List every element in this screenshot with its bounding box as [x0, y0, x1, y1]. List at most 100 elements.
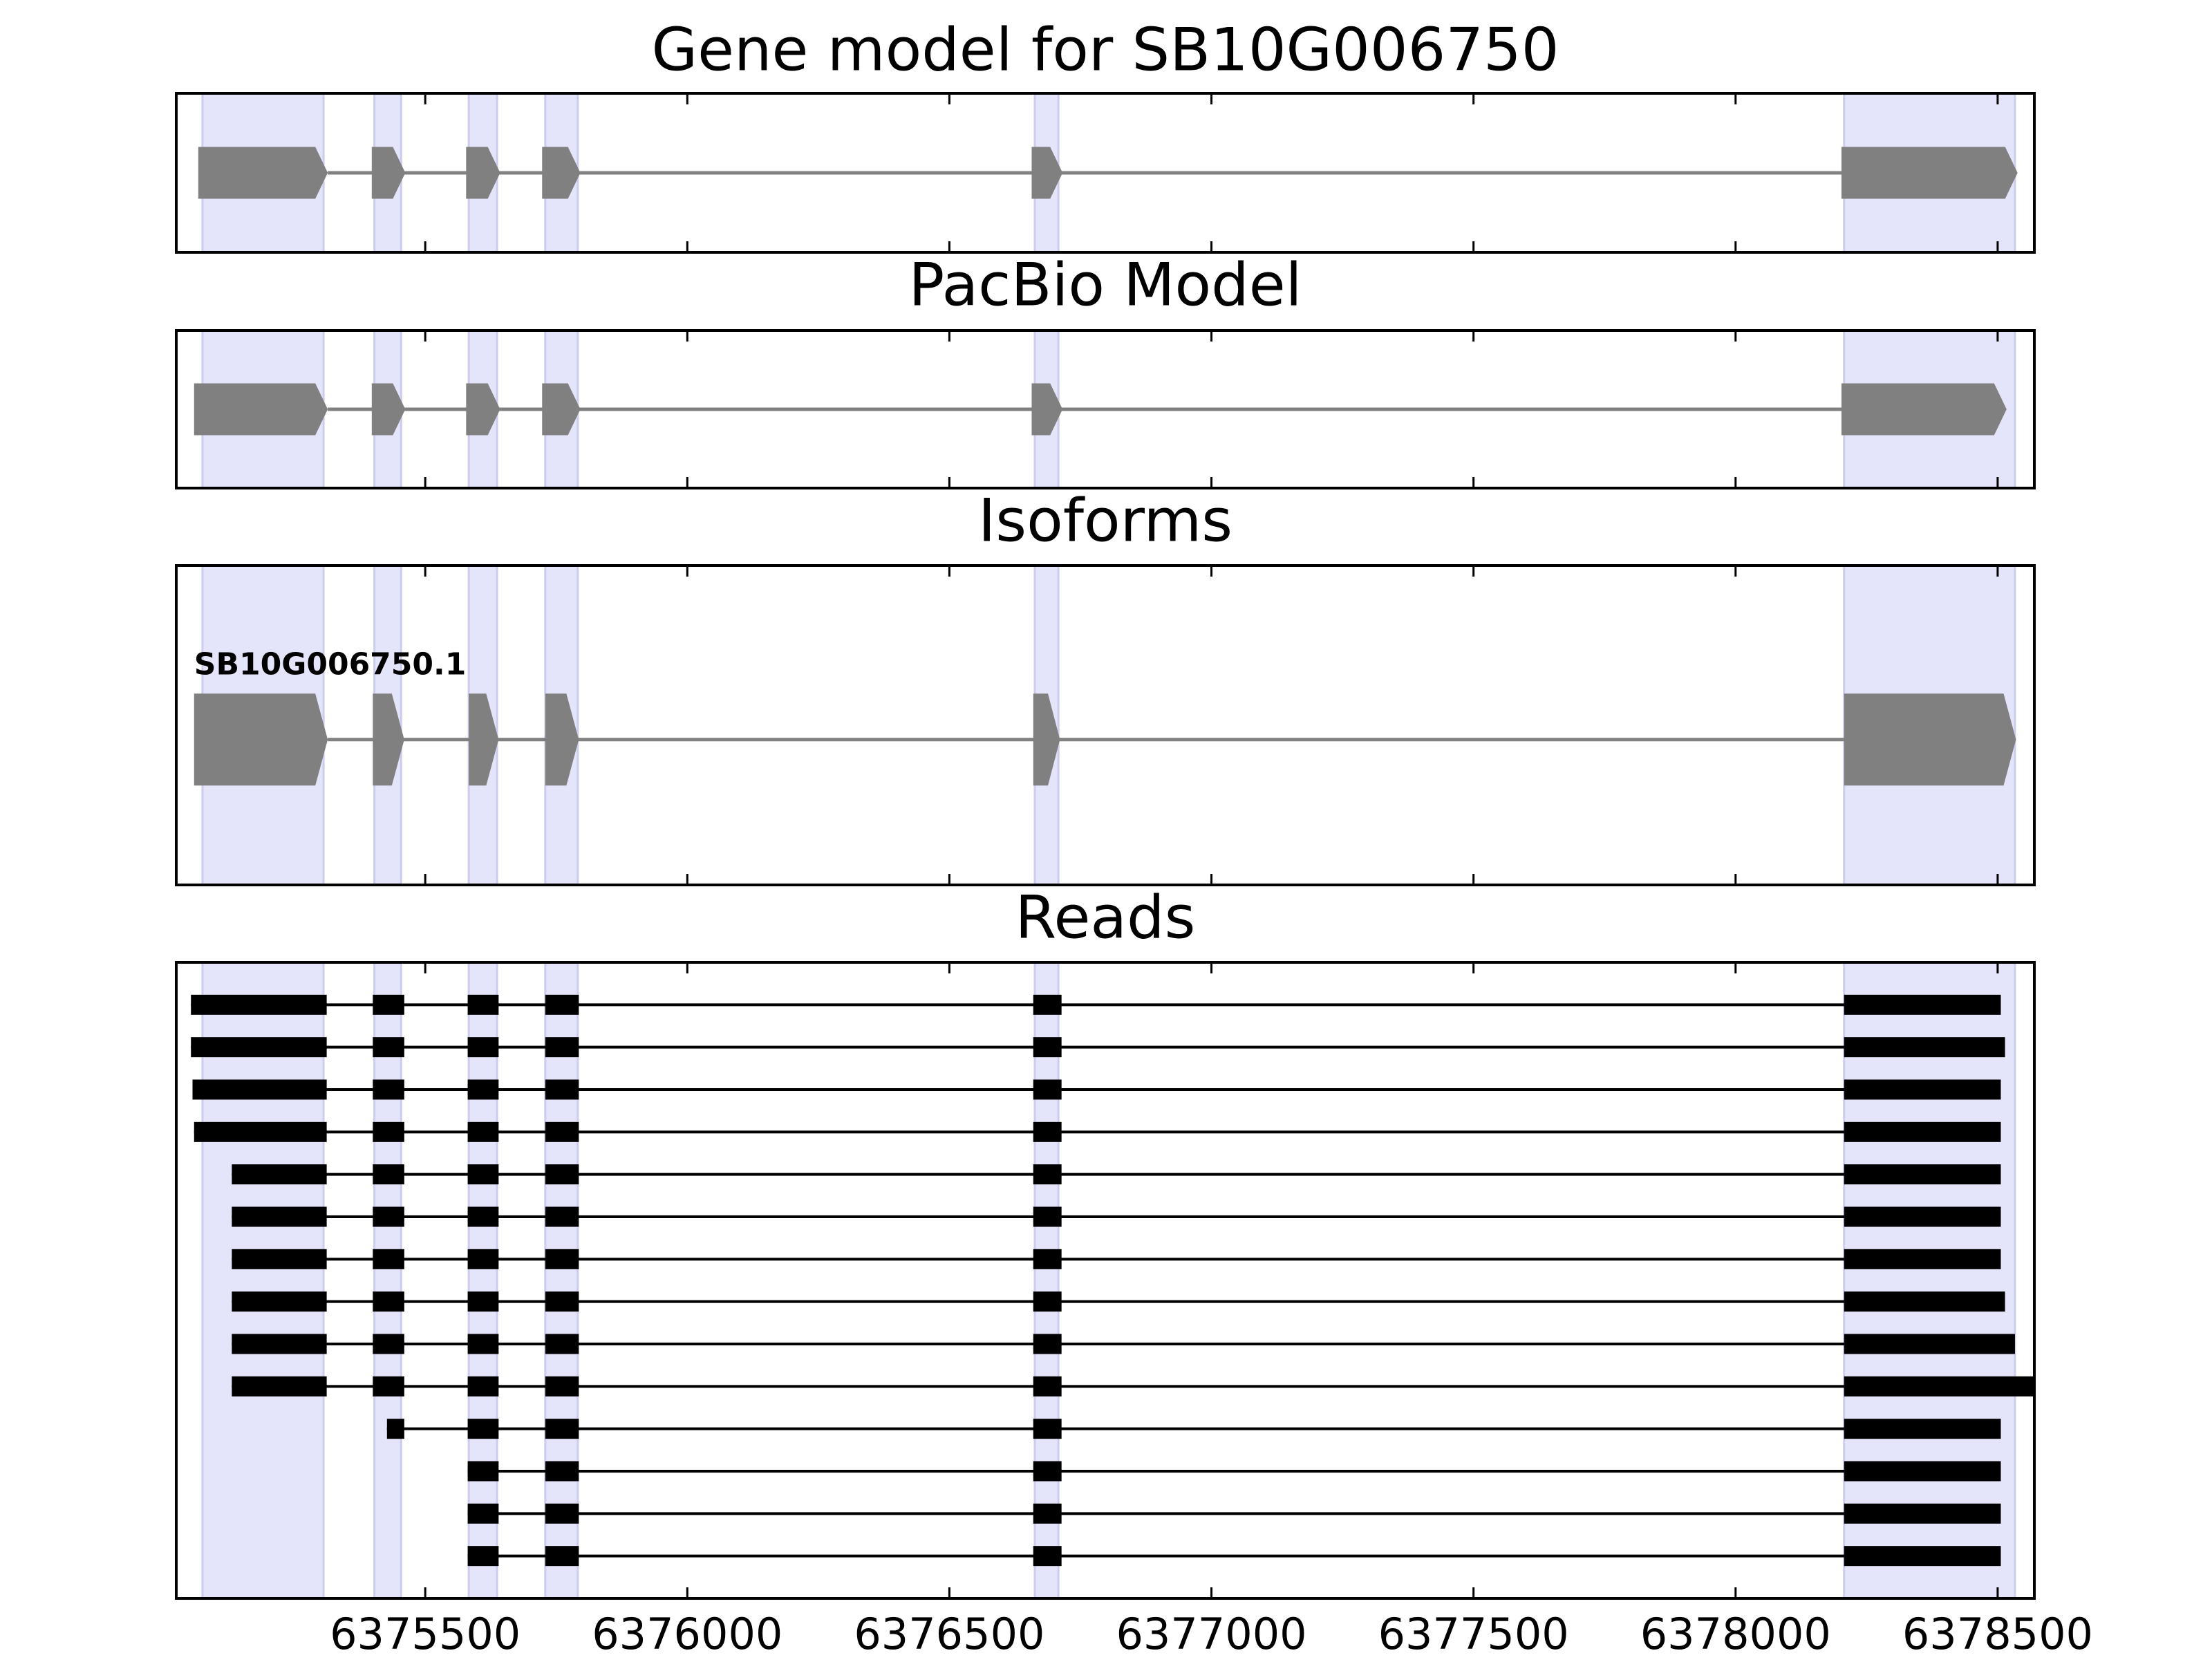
exon	[1031, 147, 1063, 199]
exon	[194, 693, 328, 786]
exon	[469, 693, 499, 786]
read-block	[545, 1503, 579, 1524]
read-block	[1033, 1419, 1062, 1439]
exon	[1033, 693, 1060, 786]
read-block	[467, 994, 499, 1015]
plot-area	[191, 962, 2034, 1598]
read-block	[1033, 1376, 1062, 1397]
read-block	[1844, 1503, 2001, 1524]
read-block	[545, 1291, 579, 1312]
read-block	[1844, 1164, 2001, 1185]
read-block	[373, 1249, 404, 1269]
read-block	[1844, 1376, 2034, 1397]
read-block	[467, 1079, 499, 1100]
read-block	[1844, 1419, 2001, 1439]
panel: Reads 6375500 6376000 6376500 6377000 6377500…	[175, 883, 2093, 1659]
read-block	[467, 1121, 499, 1142]
exon	[371, 383, 406, 436]
exon	[1841, 383, 2007, 436]
read-block	[1844, 1206, 2001, 1227]
read-block	[467, 1334, 499, 1354]
exon	[194, 383, 328, 436]
read-block	[1844, 1461, 2001, 1482]
exon	[373, 693, 404, 786]
read-block	[467, 1546, 499, 1567]
exon-highlight	[373, 962, 402, 1598]
read-block	[545, 1376, 579, 1397]
axes-frame	[175, 92, 2036, 254]
read-block	[1033, 1291, 1062, 1312]
exon	[466, 383, 500, 436]
panel-title: PacBio Model	[908, 250, 1302, 319]
x-tick-label: 6378500	[1902, 1609, 2093, 1659]
read-block	[545, 1461, 579, 1482]
read-block	[373, 1079, 404, 1100]
read-block	[1033, 1079, 1062, 1100]
read-block	[467, 1249, 499, 1269]
read-block	[192, 1079, 327, 1100]
exon	[1844, 693, 2016, 786]
read-block	[545, 1037, 579, 1058]
read-block	[232, 1164, 327, 1185]
read-block	[1844, 1334, 2015, 1354]
panel: PacBio Model	[175, 250, 2036, 489]
read-block	[467, 1291, 499, 1312]
panel-title: Isoforms	[978, 486, 1232, 555]
read-block	[232, 1376, 327, 1397]
exon-highlight	[467, 962, 498, 1598]
exon	[1031, 383, 1063, 436]
read-block	[373, 1376, 404, 1397]
read-block	[545, 1164, 579, 1185]
read-block	[232, 1249, 327, 1269]
exon	[1841, 147, 2018, 199]
read-block	[545, 1206, 579, 1227]
read-block	[386, 1419, 404, 1439]
read-block	[191, 994, 327, 1015]
read-block	[232, 1206, 327, 1227]
axes-frame	[175, 961, 2036, 1600]
read-block	[194, 1121, 327, 1142]
read-block	[545, 1419, 579, 1439]
read-block	[467, 1376, 499, 1397]
read-block	[545, 1546, 579, 1567]
exon	[466, 147, 500, 199]
read-block	[1033, 1037, 1062, 1058]
read-block	[467, 1503, 499, 1524]
exon-highlight	[544, 962, 579, 1598]
read-block	[1844, 1037, 2005, 1058]
read-block	[1033, 1546, 1062, 1567]
exon-highlight	[1033, 962, 1060, 1598]
read-block	[1844, 1546, 2001, 1567]
exon-highlight	[1843, 962, 2016, 1598]
axes-frame	[175, 329, 2036, 489]
read-block	[1844, 994, 2001, 1015]
read-block	[1844, 1079, 2001, 1100]
read-block	[1033, 1334, 1062, 1354]
read-block	[1033, 1503, 1062, 1524]
panel: Gene model for SB10G006750	[175, 15, 2036, 254]
read-block	[1033, 1164, 1062, 1185]
read-block	[191, 1037, 327, 1058]
plot-area	[198, 93, 2018, 252]
read-block	[232, 1291, 327, 1312]
read-block	[545, 994, 579, 1015]
read-block	[467, 1164, 499, 1185]
plot-area	[194, 330, 2016, 488]
x-tick-label: 6377500	[1378, 1609, 1569, 1659]
read-block	[545, 1121, 579, 1142]
x-tick-label: 6378000	[1640, 1609, 1831, 1659]
read-block	[1844, 1121, 2001, 1142]
read-block	[545, 1249, 579, 1269]
panel-title: Gene model for SB10G006750	[652, 15, 1559, 84]
read-block	[467, 1037, 499, 1058]
exon	[542, 147, 581, 199]
exon	[198, 147, 328, 199]
read-block	[373, 1037, 404, 1058]
read-block	[467, 1206, 499, 1227]
read-block	[467, 1461, 499, 1482]
x-tick-label: 6376500	[854, 1609, 1044, 1659]
read-block	[373, 994, 404, 1015]
isoform-label: SB10G006750.1	[194, 646, 467, 682]
axes-frame	[175, 564, 2036, 886]
